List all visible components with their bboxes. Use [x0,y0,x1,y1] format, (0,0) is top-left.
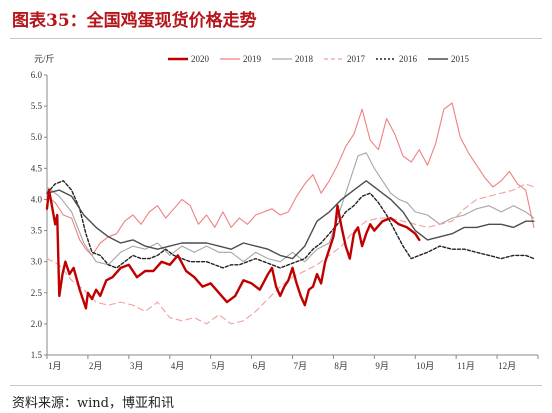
y-axis: 1.5 2.0 2.5 3.0 3.5 4.0 4.5 5.0 5.5 6.0 [31,70,48,360]
y-tick-label: 3.5 [31,226,43,236]
x-tick-label: 10月 [416,361,434,371]
title-divider [10,38,542,39]
legend-label-2018: 2018 [295,54,314,64]
x-tick-label: 9月 [375,361,389,371]
y-tick-label: 5.0 [31,132,43,142]
y-tick-label: 4.5 [31,163,43,173]
legend-label-2019: 2019 [243,54,262,64]
figure-title: 图表35：全国鸡蛋现货价格走势 [12,11,257,31]
series-line-2019 [46,102,535,256]
series-line-2016 [46,180,535,269]
y-axis-label: 元/斤 [34,54,55,64]
y-tick-label: 2.5 [31,288,43,298]
x-tick-label: 7月 [294,361,308,371]
legend-label-2020: 2020 [191,54,210,64]
x-tick-label: 11月 [457,361,475,371]
series-line-2018 [46,152,535,266]
x-tick-label: 6月 [253,361,267,371]
source-note: 资料来源：wind，博亚和讯 [12,396,174,411]
x-tick-label: 3月 [130,361,144,371]
x-tick-label: 12月 [498,361,516,371]
footer-divider [10,385,542,386]
x-tick-label: 5月 [212,361,226,371]
x-axis: 1月 2月 3月 4月 5月 6月 7月 8月 9月 10月 11月 12月 [46,354,539,371]
y-tick-label: 6.0 [31,70,43,80]
legend: 2020 2019 2018 2017 2016 2015 [168,54,470,64]
chart-svg: 2020 2019 2018 2017 2016 2015 元/斤 1.5 2.0 2.5 3.… [31,54,539,371]
legend-label-2017: 2017 [347,54,366,64]
y-tick-label: 5.5 [31,101,43,111]
y-tick-label: 2.0 [31,319,43,329]
y-tick-label: 4.0 [31,194,43,204]
x-tick-label: 1月 [48,361,62,371]
x-tick-label: 2月 [89,361,103,371]
y-tick-label: 3.0 [31,257,43,267]
x-tick-label: 4月 [171,361,185,371]
series-line-2020 [45,188,421,310]
x-tick-label: 8月 [334,361,348,371]
y-tick-label: 1.5 [31,350,43,360]
series-layer [45,102,535,325]
legend-label-2015: 2015 [451,54,470,64]
legend-label-2016: 2016 [399,54,418,64]
series-line-2017 [46,183,535,325]
series-line-2015 [46,180,535,260]
